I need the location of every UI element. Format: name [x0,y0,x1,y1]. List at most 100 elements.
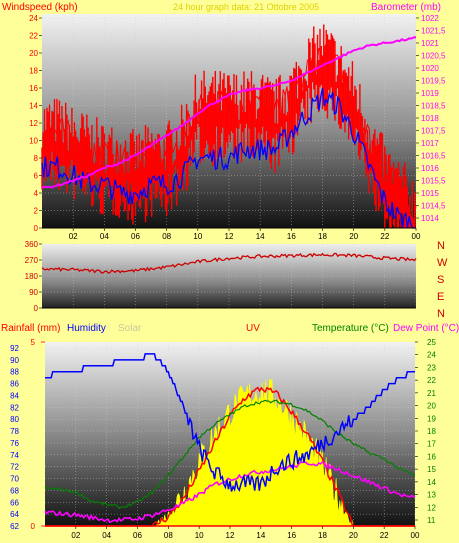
wind-series-layer [41,24,417,229]
compass-w-label: W [437,257,448,269]
uv-axis-label: UV [246,323,260,334]
chart-title: 24 hour graph data: 21 Ottobre 2005 [173,2,319,12]
wind-y-tick-label: 2 [34,207,39,216]
humidity-y-tick-label: 78 [10,427,19,436]
wind-x-tick-label: 22 [380,232,389,241]
wind-y-tick-label: 20 [29,49,38,58]
wind-x-tick-label: 18 [318,232,327,241]
barometer-y-tick-label: 1019,5 [421,77,446,86]
combined-x-tick-label: 16 [287,531,296,540]
wind-x-tick-label: 14 [256,232,265,241]
solar-axis-label: Solar [118,323,142,334]
wind-x-tick-label: 16 [287,232,296,241]
humidity-y-tick-label: 86 [10,380,19,389]
direction-y-tick-label: 90 [29,288,38,297]
windspeed-axis-label: Windspeed (kph) [2,2,78,13]
wind-gust-line [41,42,417,226]
wind-y-tick-label: 14 [29,102,38,111]
wind-y-tick-label: 12 [29,119,38,128]
barometer-y-tick-label: 1014 [421,214,439,223]
barometer-y-tick-label: 1016,5 [421,152,446,161]
wind-direction-line [41,252,417,274]
barometer-line [41,36,417,189]
wind-y-tick-label: 16 [29,84,38,93]
compass-n-label: N [437,240,445,252]
humidity-line [45,353,415,493]
rain-y-tick-label: 5 [31,338,36,347]
humidity-axis-label: Humidity [67,323,106,334]
combined-x-tick-label: 06 [133,531,142,540]
humidity-y-tick-label: 88 [10,368,19,377]
humidity-y-tick-label: 76 [10,439,19,448]
wind-x-tick-label: 08 [162,232,171,241]
barometer-y-tick-label: 1020 [421,64,439,73]
direction-y-tick-label: 180 [25,272,39,281]
direction-y-tick-label: 270 [25,256,39,265]
humidity-y-tick-label: 68 [10,486,19,495]
direction-y-ticks: 0 90 180 270 360 [25,240,42,313]
barometer-y-tick-label: 1020,5 [421,52,446,61]
wind-y-tick-label: 4 [34,189,39,198]
humidity-y-tick-label: 80 [10,415,19,424]
wind-x-tick-label: 06 [131,232,140,241]
humidity-y-tick-label: 84 [10,391,19,400]
wind-y-tick-label: 8 [34,154,39,163]
barometer-y-tick-label: 1016 [421,164,439,173]
wind-average-line [41,88,416,229]
barometer-y-tick-label: 1015,5 [421,177,446,186]
combined-x-ticks: 02 04 06 08 10 12 14 16 18 20 22 00 [71,526,420,540]
temperature-y-tick-label: 12 [427,503,436,512]
temperature-y-tick-label: 11 [427,516,436,525]
wind-x-tick-label: 02 [69,232,78,241]
humidity-y-tick-label: 70 [10,475,19,484]
compass-e-label: E [437,291,444,303]
temperature-y-tick-label: 22 [427,376,436,385]
barometer-y-tick-label: 1017 [421,139,439,148]
direction-y-tick-label: 360 [25,240,39,249]
rain-y-tick-label: 0 [31,522,36,531]
temperature-axis-label: Temperature (°C) [312,323,389,334]
wind-y-tick-label: 6 [34,172,39,181]
humidity-y-tick-label: 62 [10,522,19,531]
combined-x-tick-label: 18 [318,531,327,540]
barometer-y-ticks: 1014 1014,5 1015 1015,5 1016 1016,5 1017 1017,5… [416,14,446,223]
temperature-y-tick-label: 13 [427,491,436,500]
temperature-y-ticks: 11 12 13 14 15 16 17 18 19 20 21 22 23 24 25 [415,338,436,525]
combined-x-tick-label: 02 [71,531,80,540]
temperature-y-tick-label: 19 [427,414,436,423]
wind-y-tick-label: 18 [29,67,38,76]
temperature-y-tick-label: 18 [427,427,436,436]
temperature-y-tick-label: 17 [427,440,436,449]
humidity-y-tick-label: 72 [10,463,19,472]
dew-point-line [44,461,416,524]
wind-y-tick-label: 0 [34,224,39,233]
humidity-y-tick-label: 92 [10,344,19,353]
barometer-y-tick-label: 1019 [421,89,439,98]
temperature-y-tick-label: 21 [427,389,436,398]
compass-s-label: S [437,274,444,286]
barometer-y-tick-label: 1018 [421,114,439,123]
temperature-y-tick-label: 14 [427,478,436,487]
humidity-y-tick-label: 66 [10,498,19,507]
temperature-y-tick-label: 16 [427,452,436,461]
barometer-y-tick-label: 1021 [421,39,439,48]
temperature-y-tick-label: 25 [427,338,436,347]
wind-x-tick-label: 10 [193,232,202,241]
combined-x-tick-label: 20 [349,531,358,540]
barometer-y-tick-label: 1015 [421,189,439,198]
combined-x-tick-label: 22 [380,531,389,540]
temperature-line [44,399,416,510]
rain-y-ticks: 05 [31,338,45,531]
temperature-y-tick-label: 24 [427,351,436,360]
humidity-y-tick-label: 64 [10,510,19,519]
humidity-y-tick-label: 82 [10,403,19,412]
combined-x-tick-label: 04 [102,531,111,540]
compass-n-label: N [437,308,445,320]
combined-x-tick-label: 00 [411,531,420,540]
humidity-y-tick-label: 90 [10,356,19,365]
wind-x-tick-label: 12 [225,232,234,241]
